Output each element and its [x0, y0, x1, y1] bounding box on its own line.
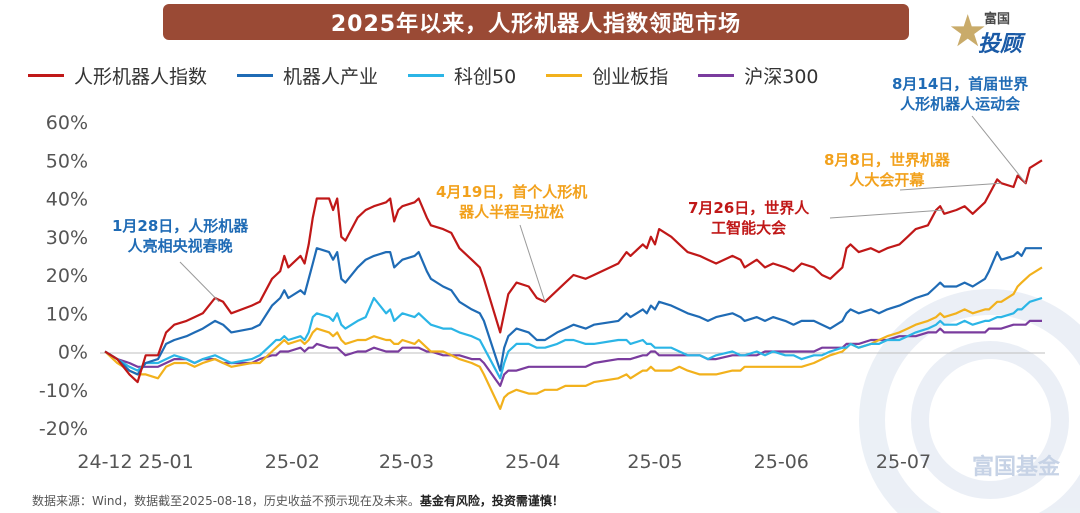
x-tick-label: 25-02 — [265, 451, 320, 473]
legend-item-star50: 科创50 — [408, 62, 516, 89]
legend-label: 沪深300 — [744, 65, 819, 88]
watermark-text: 富国基金 — [971, 455, 1060, 480]
x-tick-label: 25-03 — [379, 451, 434, 473]
legend-swatch — [546, 73, 583, 77]
annotation-waic: 7月26日，世界人 工智能大会 — [688, 199, 810, 237]
legend-item-humanoid: 人形机器人指数 — [28, 62, 207, 89]
legend-item-robot-industry: 机器人产业 — [237, 62, 378, 89]
legend-item-csi300: 沪深300 — [698, 62, 819, 89]
legend-label: 机器人产业 — [283, 65, 379, 88]
legend-label: 创业板指 — [592, 65, 669, 88]
annotation-robot-conference: 8月8日，世界机器 人大会开幕 — [824, 151, 950, 189]
chart-legend: 人形机器人指数 机器人产业 科创50 创业板指 沪深300 — [28, 60, 849, 90]
y-tick-label: -10% — [39, 380, 88, 402]
annotation-leader — [971, 115, 1027, 184]
x-tick-label: 25-01 — [138, 451, 193, 473]
footer-note: 数据来源：Wind，数据截至2025-08-18，历史收益不预示现在及未来。基金… — [32, 492, 564, 509]
x-tick-label: 25-06 — [754, 451, 809, 473]
series-layer — [104, 159, 1043, 410]
legend-swatch — [28, 73, 64, 77]
y-tick-label: 60% — [46, 112, 88, 134]
legend-label: 科创50 — [454, 65, 517, 88]
y-tick-label: 20% — [46, 265, 88, 287]
legend-swatch — [408, 73, 445, 77]
x-tick-label: 24-12 — [77, 451, 132, 473]
x-axis: 24-12 25-01 25-02 25-03 25-04 25-05 25-06 25-07 — [77, 451, 931, 473]
annotation-leader — [179, 261, 220, 303]
brand-line1: 富国 — [984, 12, 1011, 27]
y-tick-label: 30% — [46, 227, 88, 249]
chart-title: 2025年以来，人形机器人指数领跑市场 — [330, 12, 742, 37]
series-line — [104, 159, 1043, 384]
brand-line2: 投顾 — [978, 32, 1023, 57]
x-tick-label: 25-05 — [627, 451, 682, 473]
star-icon: ★ — [948, 6, 988, 57]
legend-swatch — [698, 73, 735, 77]
series-line — [104, 319, 1042, 387]
x-tick-label: 25-04 — [505, 451, 560, 473]
y-tick-label: 10% — [46, 303, 88, 325]
y-tick-label: 50% — [46, 150, 88, 172]
chart-title-banner: 2025年以来，人形机器人指数领跑市场 — [163, 4, 909, 40]
risk-warning: 基金有风险，投资需谨慎！ — [419, 494, 564, 508]
legend-label: 人形机器人指数 — [74, 65, 208, 88]
series-line — [104, 247, 1042, 376]
y-tick-label: 40% — [46, 189, 88, 211]
annotation-leader — [519, 224, 546, 302]
annotation-half-marathon: 4月19日，首个人形机 器人半程马拉松 — [436, 183, 588, 221]
series-line — [104, 296, 1043, 380]
y-tick-label: 0% — [58, 342, 88, 364]
annotation-robot-games: 8月14日，首届世界 人形机器人运动会 — [892, 75, 1029, 113]
brand-logo: ★ 富国 投顾 — [948, 4, 1068, 60]
annotation-leaders — [179, 115, 1027, 303]
y-axis: 60% 50% 40% 30% 20% 10% 0% -10% -20% — [39, 112, 88, 440]
annotation-leader — [829, 209, 945, 219]
y-tick-label: -20% — [39, 418, 88, 440]
legend-item-chinext: 创业板指 — [546, 62, 668, 89]
x-tick-label: 25-07 — [876, 451, 931, 473]
annotation-leader — [899, 182, 1002, 191]
watermark-logo — [859, 289, 1080, 513]
data-source-note: 数据来源：Wind，数据截至2025-08-18，历史收益不预示现在及未来。 — [32, 494, 420, 508]
annotation-spring-gala: 1月28日，人形机器 人亮相央视春晚 — [112, 217, 249, 255]
series-line — [104, 266, 1043, 410]
legend-swatch — [237, 73, 274, 77]
